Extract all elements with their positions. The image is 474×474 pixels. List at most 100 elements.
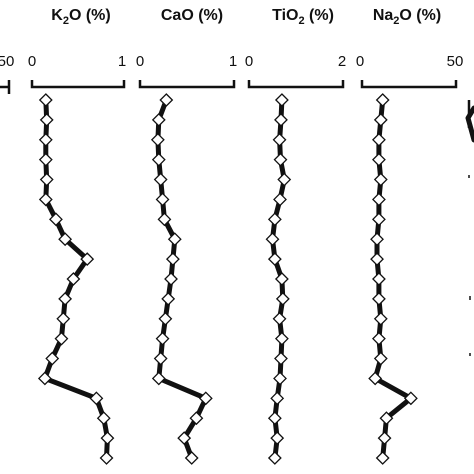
- tick-label-cao-1: 1: [229, 53, 237, 70]
- data-point-tio2-3: [273, 152, 288, 167]
- panel-cao: CaO (%) 0 1: [136, 7, 237, 89]
- data-point-tio2-6: [267, 212, 282, 227]
- data-point-k2o-0: [38, 93, 53, 107]
- data-point-tio2-1: [274, 112, 288, 127]
- data-point-k2o-12: [54, 331, 69, 346]
- data-point-cao-16: [189, 411, 204, 426]
- data-point-tio2-12: [274, 331, 289, 346]
- data-point-cao-11: [158, 311, 173, 326]
- panel-tio2: TiO2 (%) 0 2: [245, 7, 346, 89]
- data-point-cao-0: [159, 93, 174, 107]
- x-axis-k2o: [30, 80, 126, 89]
- tick-label-na2o-0: 0: [356, 53, 364, 70]
- data-point-cao-8: [165, 252, 180, 267]
- data-point-na2o-16: [379, 411, 394, 426]
- tick-label-k2o-0: 0: [28, 53, 36, 70]
- data-point-k2o-3: [38, 152, 53, 167]
- panel-right-partial: [465, 100, 474, 356]
- panel-title-cao: CaO (%): [161, 7, 223, 24]
- tick-label-na2o-50: 50: [447, 53, 464, 70]
- tick-label-k2o-1: 1: [118, 53, 126, 70]
- panel-na2o: Na2O (%) 0 50: [356, 7, 464, 89]
- data-point-cao-14: [151, 371, 166, 386]
- data-point-na2o-2: [372, 132, 386, 147]
- data-point-cao-18: [184, 451, 199, 465]
- data-point-k2o-16: [96, 411, 111, 426]
- data-point-cao-12: [155, 331, 170, 346]
- x-axis-tio2: [247, 80, 345, 89]
- data-point-k2o-15: [89, 391, 104, 406]
- data-point-k2o-1: [39, 112, 54, 127]
- data-point-na2o-0: [375, 93, 390, 107]
- data-point-k2o-10: [58, 291, 73, 306]
- data-point-k2o-14: [37, 371, 52, 386]
- panel-k2o: K2O (%) 0 1: [28, 7, 126, 89]
- data-point-tio2-18: [267, 451, 282, 465]
- data-point-tio2-16: [267, 411, 282, 426]
- data-point-tio2-0: [274, 93, 289, 107]
- data-point-cao-7: [167, 232, 182, 247]
- data-point-cao-15: [198, 391, 213, 406]
- data-point-k2o-13: [45, 351, 60, 366]
- panel-title-k2o: K2O (%): [51, 7, 110, 27]
- subscript-2: 2: [298, 15, 304, 27]
- tick-label-panel0-50: 50: [0, 53, 14, 70]
- data-point-tio2-4: [277, 172, 292, 187]
- x-axis-cao: [138, 80, 236, 89]
- data-point-tio2-15: [270, 391, 285, 406]
- data-point-cao-2: [150, 132, 165, 147]
- data-point-na2o-13: [373, 351, 388, 366]
- data-point-na2o-18: [375, 451, 390, 465]
- data-point-na2o-17: [377, 431, 392, 446]
- data-point-k2o-5: [38, 192, 53, 207]
- data-point-k2o-2: [38, 132, 53, 147]
- data-point-na2o-3: [372, 152, 386, 167]
- data-point-k2o-11: [56, 311, 71, 326]
- data-point-tio2-8: [267, 252, 282, 267]
- panel-title-tio2: TiO2 (%): [272, 7, 334, 27]
- data-point-k2o-18: [99, 451, 114, 465]
- data-point-na2o-7: [370, 232, 384, 247]
- data-point-k2o-4: [39, 172, 54, 187]
- data-point-k2o-6: [49, 212, 63, 227]
- data-point-tio2-17: [270, 431, 285, 446]
- data-point-cao-10: [161, 291, 176, 306]
- data-point-tio2-10: [275, 291, 290, 306]
- data-point-na2o-1: [373, 112, 388, 127]
- subscript-2: 2: [63, 15, 69, 27]
- subscript-2: 2: [393, 15, 399, 27]
- data-point-na2o-14: [368, 371, 383, 386]
- data-point-cao-6: [157, 212, 172, 227]
- data-point-cao-9: [164, 272, 178, 286]
- data-point-tio2-9: [274, 272, 289, 286]
- series-layer: [37, 93, 418, 465]
- data-point-tio2-2: [272, 132, 287, 147]
- data-point-k2o-7: [58, 232, 73, 247]
- data-point-cao-17: [177, 431, 192, 446]
- data-point-na2o-10: [372, 291, 386, 306]
- data-point-na2o-5: [372, 192, 386, 207]
- data-point-cao-5: [155, 192, 170, 207]
- data-point-tio2-14: [273, 371, 287, 386]
- data-point-tio2-11: [272, 311, 287, 326]
- data-point-tio2-13: [274, 351, 288, 366]
- tick-label-tio2-0: 0: [245, 53, 253, 70]
- data-point-na2o-9: [372, 272, 386, 286]
- panel-left-partial: 50: [0, 53, 14, 94]
- data-point-na2o-12: [372, 331, 386, 346]
- data-point-cao-13: [153, 351, 168, 366]
- tick-label-cao-0: 0: [136, 53, 144, 70]
- data-point-k2o-8: [80, 252, 95, 267]
- tick-label-tio2-2: 2: [338, 53, 346, 70]
- data-point-na2o-15: [403, 391, 418, 406]
- data-point-tio2-5: [273, 192, 287, 207]
- series-line-panel-right: [465, 105, 474, 143]
- data-point-na2o-4: [373, 172, 388, 187]
- data-point-na2o-8: [370, 252, 384, 267]
- panel-title-na2o: Na2O (%): [373, 7, 441, 27]
- data-point-cao-1: [151, 112, 166, 127]
- x-axis-na2o: [360, 80, 458, 89]
- data-point-k2o-17: [100, 431, 115, 446]
- data-point-k2o-9: [66, 272, 81, 286]
